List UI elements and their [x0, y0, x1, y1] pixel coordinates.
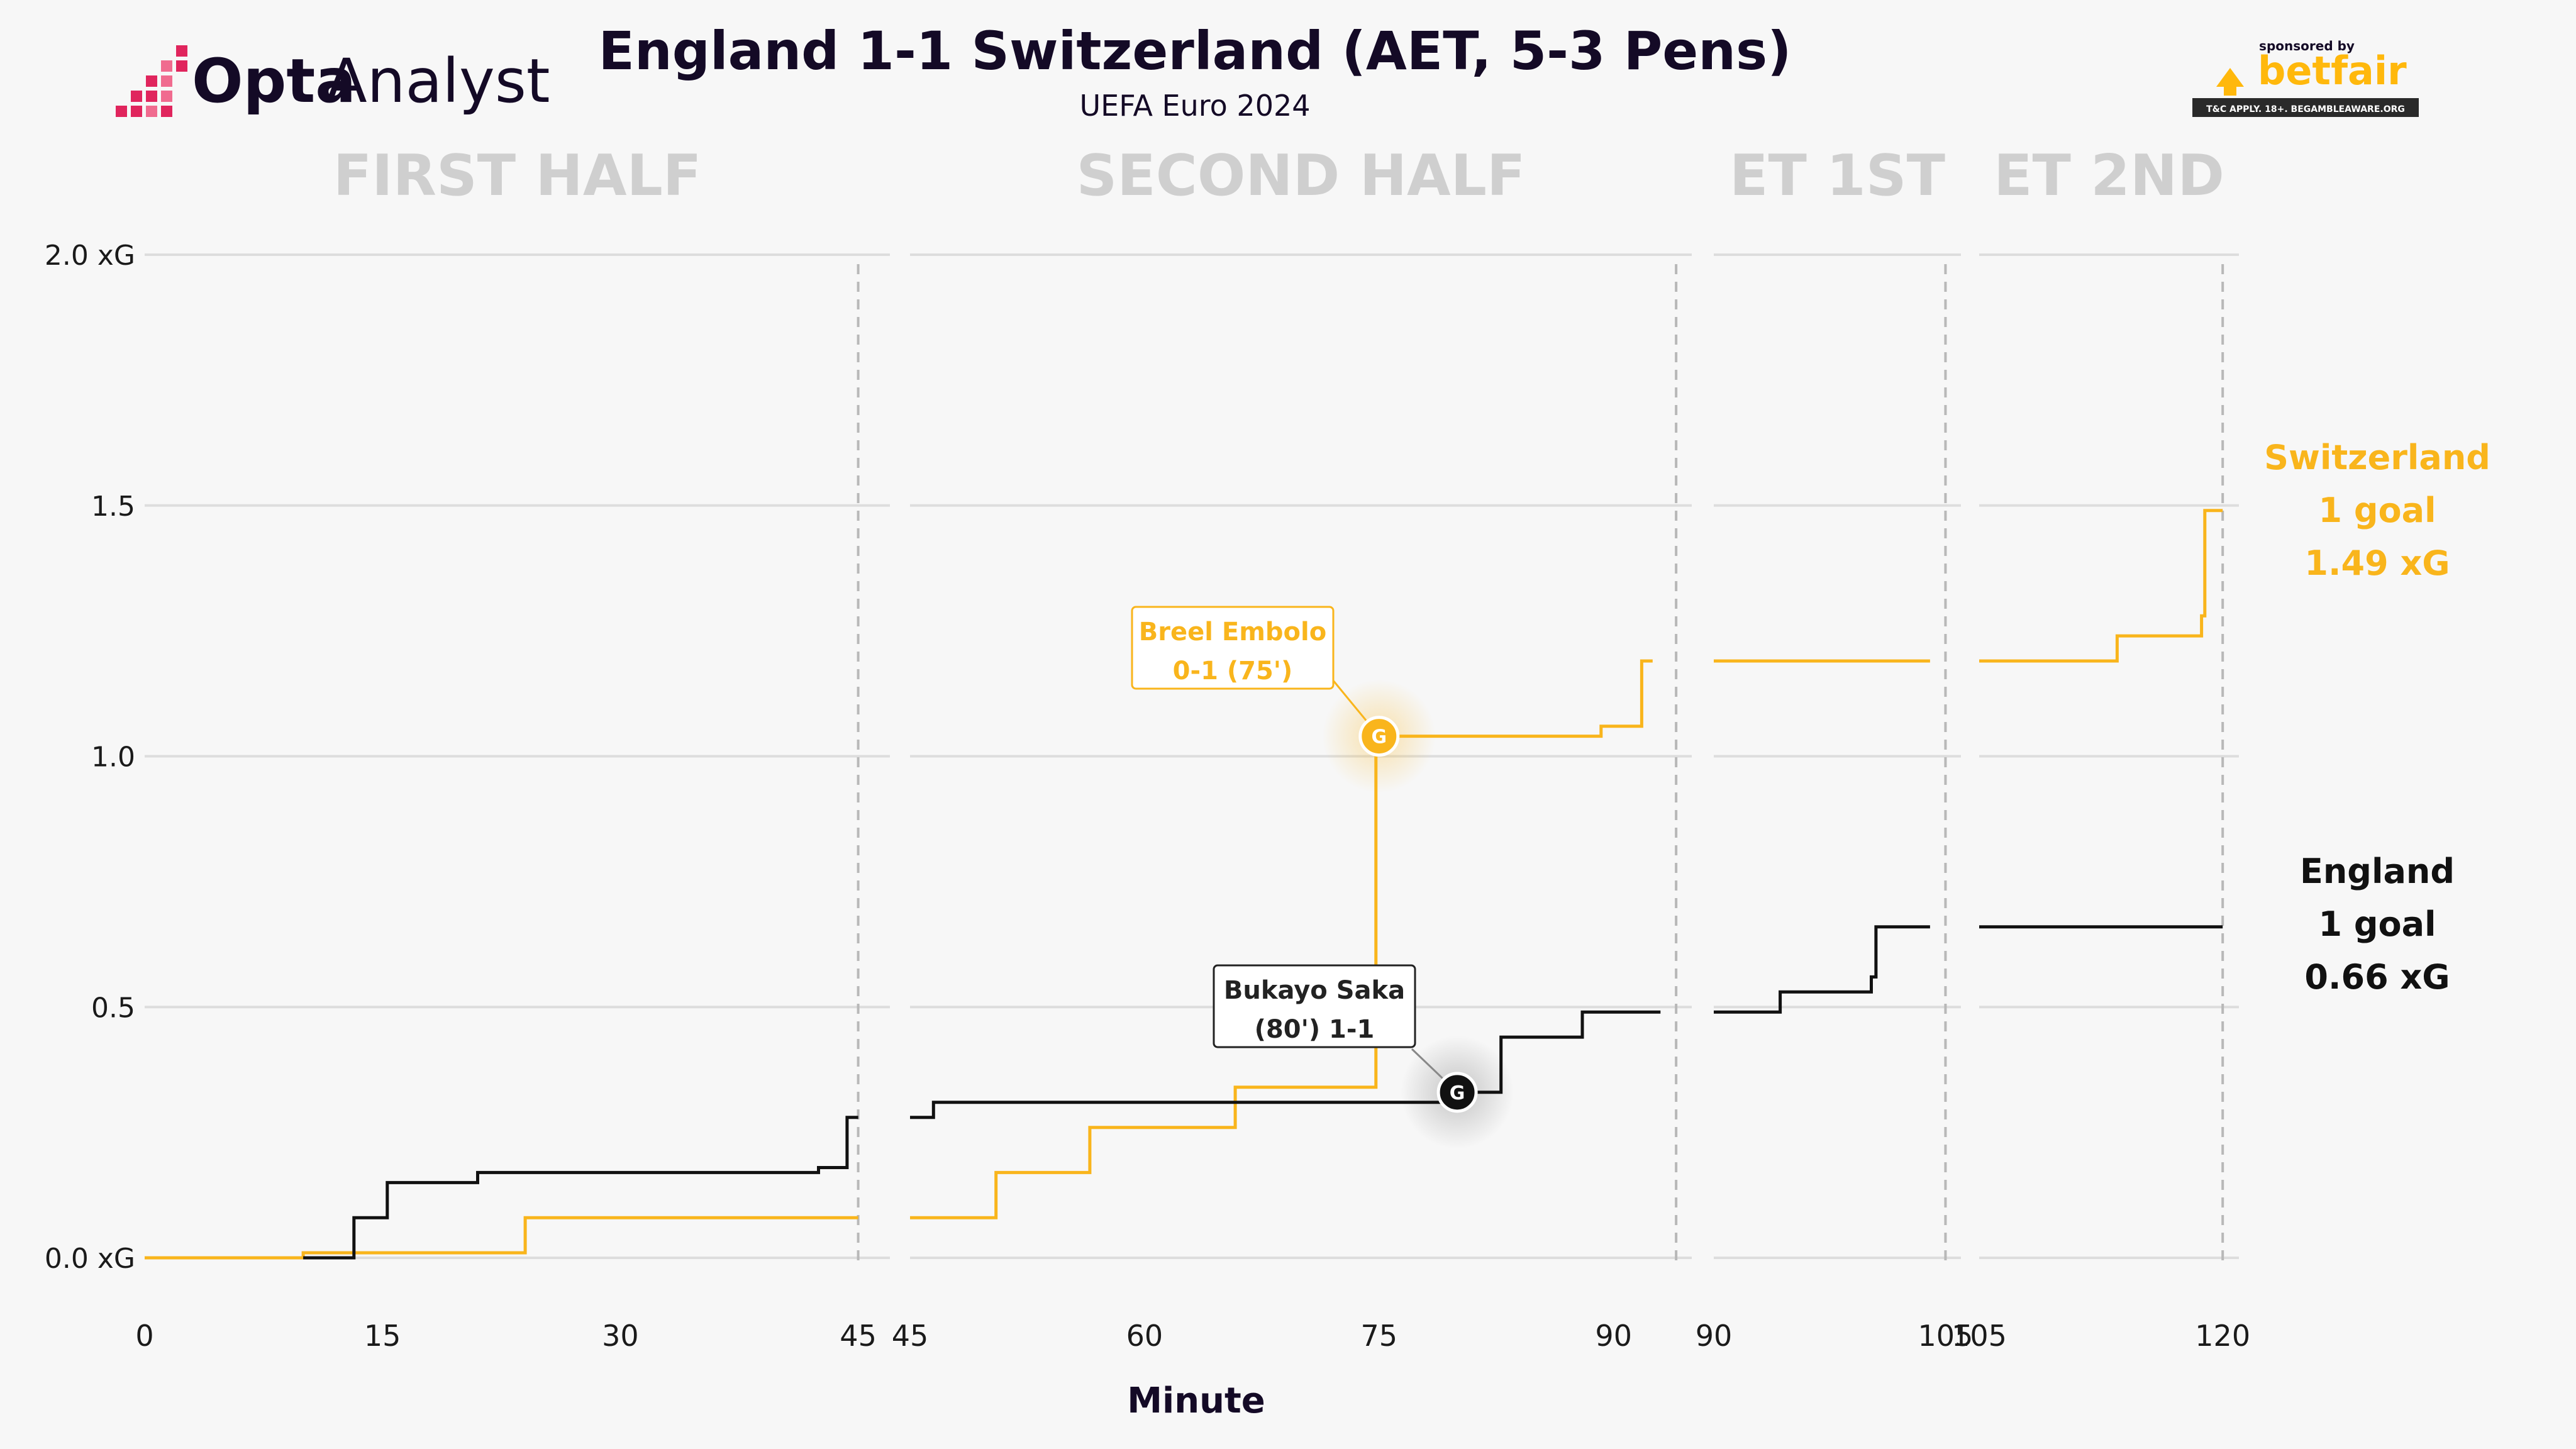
legend-switzerland-goals: 1 goal: [2318, 491, 2436, 530]
x-tick-label: 120: [2195, 1319, 2250, 1353]
chart-subtitle: UEFA Euro 2024: [1079, 89, 1310, 123]
logo-square: [116, 106, 127, 117]
goal-detail: 0-1 (75'): [1173, 657, 1293, 686]
goal-marker-icon: [1436, 1072, 1478, 1113]
logo-square: [161, 91, 172, 102]
goal-marker-label: G: [1450, 1082, 1465, 1104]
x-tick-label: 75: [1361, 1319, 1398, 1353]
x-tick-label: 105: [1918, 1319, 1974, 1353]
logo-square: [176, 60, 187, 72]
logo-square: [176, 45, 187, 57]
y-tick-label: 0.5: [91, 992, 135, 1024]
opta-logo-mark-icon: [116, 45, 187, 117]
y-tick-label: 1.0: [91, 741, 135, 774]
x-tick-label: 45: [840, 1319, 877, 1353]
x-tick-label: 90: [1595, 1319, 1632, 1353]
legend-england: England 1 goal 0.66 xG: [2300, 852, 2455, 997]
sponsor-disclaimer-bar: [2192, 98, 2419, 117]
logo-square: [161, 106, 172, 117]
series-line-england: [303, 1116, 858, 1260]
betfair-arrow-icon: [2216, 68, 2244, 96]
goal-player-name: Breel Embolo: [1139, 618, 1326, 647]
goal-annotation-box: [1213, 964, 1416, 1048]
logo-square: [161, 75, 172, 87]
y-tick-label: 0.0 xG: [45, 1243, 135, 1275]
x-tick-label: 30: [602, 1319, 639, 1353]
period-label: ET 2ND: [1994, 143, 2224, 209]
goal-marker-icon: [1358, 716, 1400, 757]
logo-square: [161, 60, 172, 72]
sponsor-brand: betfair: [2258, 48, 2407, 94]
chart-title: England 1-1 Switzerland (AET, 5-3 Pens): [599, 20, 1792, 82]
legend-switzerland: Switzerland 1 goal 1.49 xG: [2264, 438, 2490, 583]
goal-player-name: Bukayo Saka: [1224, 976, 1405, 1005]
goal-marker-label: G: [1371, 726, 1387, 748]
series-line-switzerland: [1979, 509, 2223, 663]
logo-square: [131, 106, 142, 117]
logo-text-opta: Opta: [192, 46, 356, 116]
goal-annotation-box: [1131, 606, 1335, 690]
legend-switzerland-name: Switzerland: [2264, 438, 2490, 477]
logo-square: [146, 75, 157, 87]
series-line-england: [1714, 925, 1930, 1014]
series-line-switzerland: [910, 659, 1653, 1219]
logo-square: [146, 91, 157, 102]
period-label: FIRST HALF: [333, 143, 702, 209]
x-tick-label: 105: [1951, 1319, 2007, 1353]
logo-square: [146, 106, 157, 117]
y-tick-label: 1.5: [91, 491, 135, 523]
x-axis-label: Minute: [1127, 1380, 1265, 1421]
x-tick-label: 90: [1696, 1319, 1733, 1353]
sponsor-caption: sponsored by: [2259, 38, 2355, 53]
legend-switzerland-xg: 1.49 xG: [2304, 543, 2450, 583]
legend-england-xg: 0.66 xG: [2304, 957, 2450, 997]
x-tick-label: 0: [135, 1319, 153, 1353]
legend-england-name: England: [2300, 852, 2455, 891]
logo-text-analyst: Analyst: [326, 46, 550, 116]
legend-england-goals: 1 goal: [2318, 904, 2436, 944]
opta-analyst-logo: Opta Analyst: [116, 45, 550, 117]
x-tick-label: 45: [892, 1319, 929, 1353]
sponsor-logo: sponsored by betfair T&C APPLY. 18+. BEG…: [2192, 38, 2419, 117]
period-label: ET 1ST: [1729, 143, 1945, 209]
goal-detail: (80') 1-1: [1255, 1015, 1375, 1044]
sponsor-disclaimer: T&C APPLY. 18+. BEGAMBLEAWARE.ORG: [2206, 104, 2405, 114]
y-tick-label: 2.0 xG: [45, 240, 135, 272]
x-tick-label: 60: [1126, 1319, 1163, 1353]
x-tick-label: 15: [364, 1319, 401, 1353]
series-line-switzerland: [145, 1216, 858, 1260]
period-label: SECOND HALF: [1076, 143, 1525, 209]
logo-square: [131, 91, 142, 102]
